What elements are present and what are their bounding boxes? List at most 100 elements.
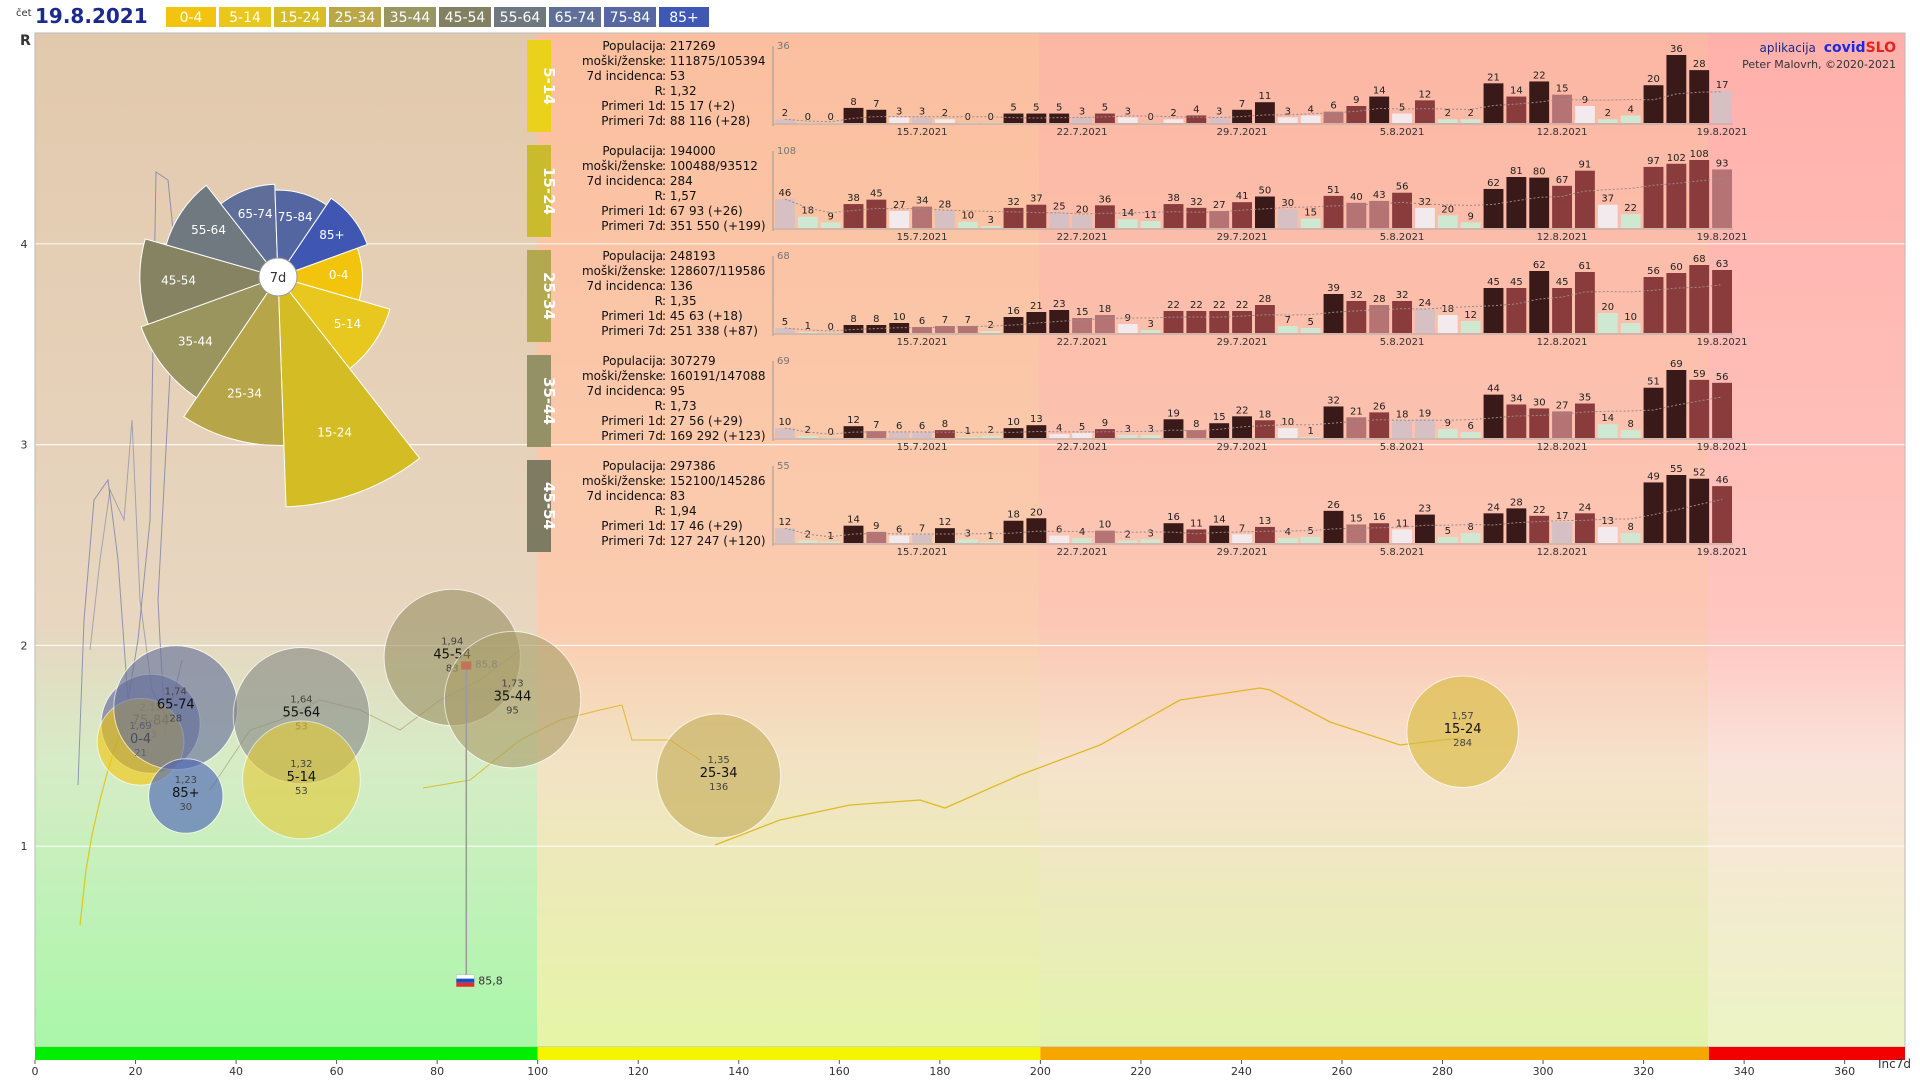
bar-value-label: 36 [1670,44,1683,55]
bar [1643,166,1664,228]
panel-row-value-primeri_7d: : 88 116 (+28) [662,114,750,128]
bar [1369,523,1390,543]
bubble-label-35-44: 35-44 [494,690,532,705]
bar-value-label: 8 [1193,419,1199,430]
panel-trend-line [784,396,1723,435]
bar [957,326,978,333]
panel-row-label-populacija: Populacija [602,39,663,53]
bar-value-label: 5 [1056,103,1062,114]
bar-value-label: 7 [919,523,925,534]
bar [1506,177,1527,228]
rose-segment-85+ [276,197,368,278]
bar [1437,429,1458,438]
panel-date-label: 19.8.2021 [1697,442,1748,453]
bubble-cases-85+: 30 [179,802,192,813]
bar [1483,288,1504,333]
bar [935,119,955,123]
bar [1277,209,1298,228]
bar [1529,515,1550,543]
bar [889,323,910,333]
bar-value-label: 21 [1030,301,1043,312]
bar-value-label: 1 [827,531,833,542]
bar-value-label: 18 [801,206,814,217]
bar-value-label: 3 [919,106,925,117]
slovenia-marker: 85,8 85,8 [456,659,503,988]
bar-value-label: 5 [1445,526,1451,537]
bar-value-label: 6 [1056,525,1062,536]
rose-label-85+: 85+ [319,228,344,242]
legend-box-15-24 [274,7,326,27]
y-tick-label-2: 2 [21,639,28,652]
x-tick-label-260: 260 [1331,1065,1352,1078]
bar [1323,406,1344,438]
bar-value-label: 27 [1556,400,1569,411]
bar-value-label: 14 [1373,86,1386,97]
panel-row-value-populacija: : 297386 [662,459,716,473]
bar [1232,534,1252,543]
bar-value-label: 14 [1601,413,1614,424]
bar [1689,70,1710,123]
panel-row-label-inc7d: 7d incidenca [587,174,664,188]
bar [1666,55,1687,123]
bar [1437,536,1458,543]
bar [1575,513,1595,543]
panel-max-label: 36 [777,41,790,52]
bar-value-label: 23 [1053,299,1066,310]
x-tick-label-360: 360 [1834,1065,1855,1078]
bar [1117,117,1138,123]
bar [1552,94,1572,123]
bar [1026,113,1047,123]
credit-brand-covid: covid [1824,40,1866,56]
bar [1095,315,1115,333]
panel-side-45-54 [527,460,551,552]
bubble-circle-5-14 [242,720,361,840]
bar-value-label: 11 [1396,518,1409,529]
panel-row-label-inc7d: 7d incidenca [587,489,664,503]
rose-label-15-24: 15-24 [317,426,352,440]
panel-row-value-inc7d: : 95 [662,384,685,398]
bar [1552,185,1572,228]
bar [797,216,818,228]
bar [797,540,818,543]
panel-date-label: 29.7.2021 [1217,337,1268,348]
bubble-r-45-54: 1,94 [441,636,463,647]
bar-value-label: 7 [1239,99,1245,110]
bar [1117,435,1138,438]
bar [797,332,818,333]
panel-row-value-inc7d: : 83 [662,489,685,503]
legend-box-35-44 [384,7,436,27]
bar-value-label: 0 [965,112,971,123]
bar-value-label: 91 [1579,160,1592,171]
bar-value-label: 30 [1281,198,1294,209]
bar [1643,482,1664,543]
bar [1346,202,1367,228]
bar-value-label: 5 [1033,103,1039,114]
bar-value-label: 15 [1076,307,1089,318]
bar [1346,417,1367,438]
bar-value-label: 10 [961,211,974,222]
bar [1209,525,1230,543]
bar [889,117,910,123]
bar-value-label: 39 [1327,283,1340,294]
rose-label-55-64: 55-64 [191,223,226,237]
bar [1460,119,1481,123]
legend-label-85+: 85+ [669,10,699,26]
bar [1597,424,1618,438]
bar-value-label: 26 [1373,401,1386,412]
bar-value-label: 12 [847,415,860,426]
panel-date-label: 5.8.2021 [1380,337,1425,348]
bar-value-label: 7 [873,420,879,431]
bar [1597,204,1618,228]
bar-value-label: 10 [1624,312,1637,323]
bar [1529,271,1550,333]
bar-value-label: 3 [965,528,971,539]
bar [1415,100,1435,123]
bar-value-label: 0 [827,322,833,333]
panel-row-value-populacija: : 194000 [662,144,716,158]
bar-value-label: 7 [1239,523,1245,534]
slovenia-line-top-flag [461,661,472,670]
bar [1163,311,1184,333]
bar-value-label: 9 [1125,313,1131,324]
bar-value-label: 56 [1716,372,1729,383]
panel-date-label: 29.7.2021 [1217,547,1268,558]
